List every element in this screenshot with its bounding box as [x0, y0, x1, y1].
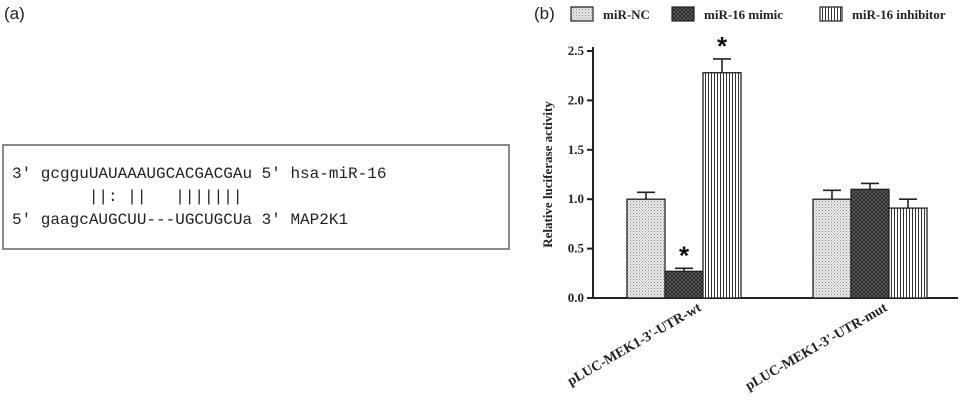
panel-a-label: (a): [4, 4, 25, 23]
bar: [664, 270, 704, 299]
bar: [702, 72, 742, 299]
target-sequence-line: 5' gaagcAUGCUU---UGCUGCUa 3' MAP2K1: [12, 211, 349, 229]
bar: [888, 207, 928, 299]
legend-swatch: [671, 6, 695, 22]
significance-star: *: [679, 240, 690, 270]
y-axis-label: Relative luciferase activity: [540, 101, 555, 248]
y-tick-label: 1.5: [568, 142, 585, 157]
legend-swatch: [819, 6, 843, 22]
sequence-alignment-box: 3' gcgguUAUAAAUGCACGACGAu 5' hsa-miR-16 …: [2, 144, 510, 250]
legend-label: miR-NC: [603, 7, 650, 22]
bar: [812, 198, 852, 299]
pairing-line: ||: || |||||||: [12, 188, 243, 206]
y-tick-label: 2.0: [568, 92, 584, 107]
bar: [626, 198, 666, 299]
legend-swatch: [570, 6, 594, 22]
mirna-sequence-line: 3' gcgguUAUAAAUGCACGACGAu 5' hsa-miR-16: [12, 165, 387, 183]
panel-b-label: (b): [534, 4, 555, 23]
x-tick-label: pLUC-MEK1-3'-UTR-wt: [565, 300, 704, 389]
y-tick-label: 2.5: [568, 43, 585, 58]
legend-label: miR-16 inhibitor: [852, 7, 946, 22]
y-tick-label: 0.5: [568, 241, 585, 256]
significance-star: *: [717, 31, 728, 61]
legend-label: miR-16 mimic: [704, 7, 783, 22]
bar: [850, 188, 890, 299]
x-tick-label: pLUC-MEK1-3'-UTR-mut: [743, 300, 890, 394]
y-tick-label: 1.0: [568, 191, 584, 206]
y-tick-label: 0.0: [568, 290, 584, 305]
